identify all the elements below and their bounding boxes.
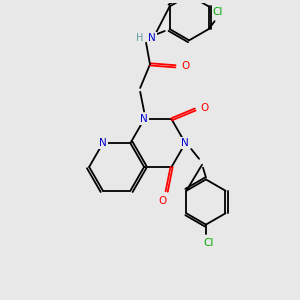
Text: N: N: [148, 33, 156, 43]
Text: H: H: [136, 33, 144, 43]
Text: Cl: Cl: [212, 7, 223, 17]
Text: Cl: Cl: [204, 238, 214, 248]
Text: N: N: [99, 138, 107, 148]
Text: N: N: [182, 138, 189, 148]
Text: O: O: [181, 61, 190, 71]
Text: O: O: [159, 196, 167, 206]
Text: O: O: [201, 103, 209, 112]
Text: N: N: [140, 114, 148, 124]
